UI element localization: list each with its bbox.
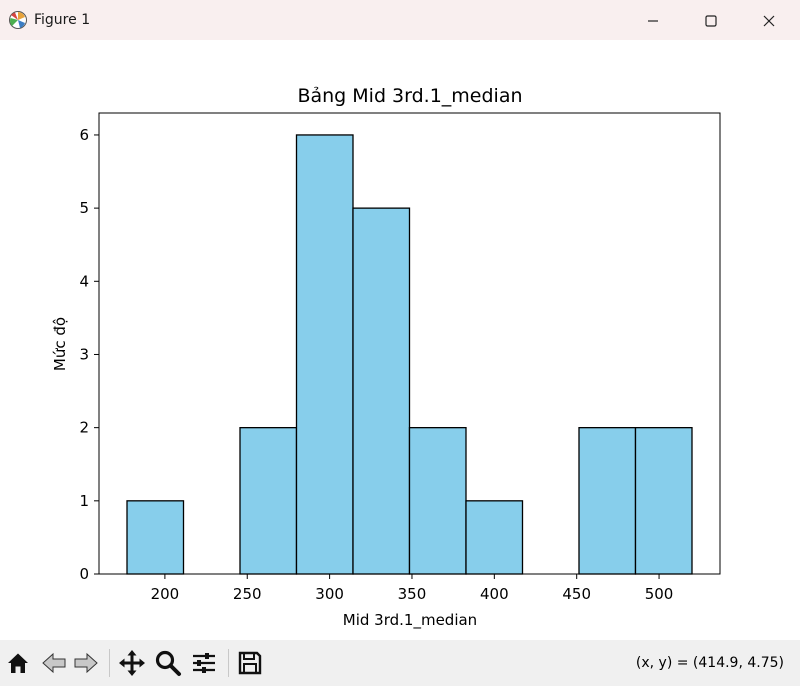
home-button[interactable] bbox=[4, 649, 32, 677]
back-button[interactable] bbox=[40, 649, 68, 677]
zoom-button[interactable] bbox=[154, 649, 182, 677]
y-tick-label: 1 bbox=[79, 492, 89, 510]
back-arrow-icon bbox=[42, 652, 66, 674]
histogram-bar bbox=[465, 500, 524, 575]
histogram-bar bbox=[295, 134, 354, 575]
matplotlib-icon bbox=[8, 10, 28, 30]
cursor-coordinates: (x, y) = (414.9, 4.75) bbox=[635, 655, 784, 671]
x-tick-label: 400 bbox=[480, 585, 509, 603]
pan-icon bbox=[119, 650, 145, 676]
forward-button[interactable] bbox=[72, 649, 100, 677]
x-tick-label: 200 bbox=[151, 585, 180, 603]
maximize-icon bbox=[705, 15, 717, 27]
x-tick-label: 350 bbox=[398, 585, 427, 603]
figure-canvas[interactable]: Bảng Mid 3rd.1_median 200 250 300 350 400 450… bbox=[0, 40, 800, 640]
save-button[interactable] bbox=[236, 649, 264, 677]
y-axis-label: Mức độ bbox=[51, 317, 69, 371]
y-tick-label: 6 bbox=[79, 126, 89, 144]
x-tick-label: 450 bbox=[562, 585, 591, 603]
toolbar-separator bbox=[228, 649, 229, 677]
zoom-icon bbox=[155, 650, 181, 676]
histogram-bar bbox=[578, 427, 637, 575]
y-tick-label: 3 bbox=[79, 345, 89, 363]
x-tick-label: 250 bbox=[233, 585, 262, 603]
navigation-toolbar: (x, y) = (414.9, 4.75) bbox=[0, 640, 800, 686]
close-button[interactable] bbox=[746, 6, 792, 36]
y-tick-label: 4 bbox=[79, 272, 89, 290]
x-tick-label: 300 bbox=[315, 585, 344, 603]
home-icon bbox=[8, 653, 28, 673]
close-icon bbox=[763, 15, 775, 27]
pan-button[interactable] bbox=[118, 649, 146, 677]
forward-arrow-icon bbox=[74, 652, 98, 674]
x-axis-label: Mid 3rd.1_median bbox=[343, 611, 477, 630]
y-tick-label: 2 bbox=[79, 419, 89, 437]
x-tick-label: 500 bbox=[645, 585, 674, 603]
chart-title: Bảng Mid 3rd.1_median bbox=[297, 85, 522, 107]
histogram-bar bbox=[408, 427, 467, 575]
histogram-bar bbox=[352, 207, 411, 575]
plot-frame bbox=[98, 112, 721, 575]
toolbar-separator bbox=[109, 649, 110, 677]
histogram-bar bbox=[126, 500, 185, 575]
y-tick-label: 5 bbox=[79, 199, 89, 217]
configure-subplots-button[interactable] bbox=[190, 649, 218, 677]
window-titlebar: Figure 1 bbox=[0, 0, 800, 40]
minimize-button[interactable] bbox=[630, 6, 676, 36]
histogram-bar bbox=[634, 427, 693, 575]
histogram-chart: Bảng Mid 3rd.1_median 200 250 300 350 400 450… bbox=[51, 85, 721, 630]
save-icon bbox=[238, 651, 262, 675]
maximize-button[interactable] bbox=[688, 6, 734, 36]
histogram-bar bbox=[239, 427, 298, 575]
configure-subplots-icon bbox=[193, 653, 215, 673]
window-title: Figure 1 bbox=[34, 12, 91, 28]
y-tick-label: 0 bbox=[79, 565, 89, 583]
minimize-icon bbox=[648, 20, 658, 22]
